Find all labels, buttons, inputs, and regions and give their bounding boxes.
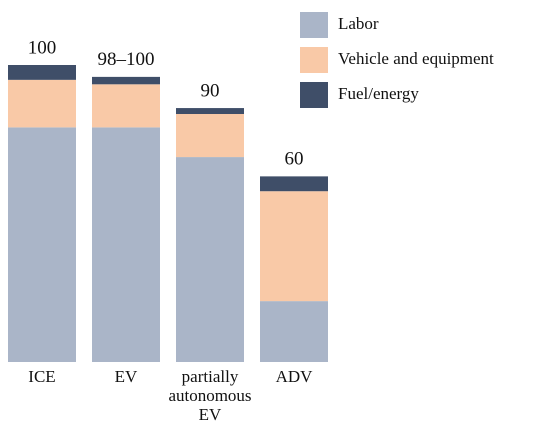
bar-segment [260, 191, 328, 302]
legend-swatch [300, 82, 328, 108]
bar-segment [260, 301, 328, 362]
x-tick-label-line: autonomous [168, 386, 251, 405]
legend-swatch [300, 47, 328, 73]
bar-segment [176, 108, 244, 115]
legend-label: Labor [338, 14, 379, 33]
legend-label: Vehicle and equipment [338, 49, 494, 68]
legend-swatch [300, 12, 328, 38]
x-tick-label: ICE [28, 367, 55, 386]
total-label: 90 [201, 80, 220, 101]
bar-segment [176, 114, 244, 158]
bar-segment [8, 79, 76, 128]
x-tick-label: partially autonomous EV [168, 367, 251, 424]
total-label: 60 [285, 149, 304, 170]
bar-segment [92, 127, 160, 363]
x-tick-label: EV [115, 367, 138, 386]
x-tick-label-line: EV [199, 405, 222, 424]
bar-segment [8, 65, 76, 80]
legend-label: Fuel/energy [338, 84, 419, 103]
x-tick-label: ADV [276, 367, 314, 386]
bar-segment [92, 84, 160, 128]
bar-segment [260, 176, 328, 192]
total-label: 98–100 [98, 49, 155, 70]
x-tick-label-line: partially [182, 367, 239, 386]
bar-segment [92, 76, 160, 85]
total-label: 100 [28, 37, 57, 58]
bar-segment [176, 157, 244, 362]
bar-segment [8, 127, 76, 363]
